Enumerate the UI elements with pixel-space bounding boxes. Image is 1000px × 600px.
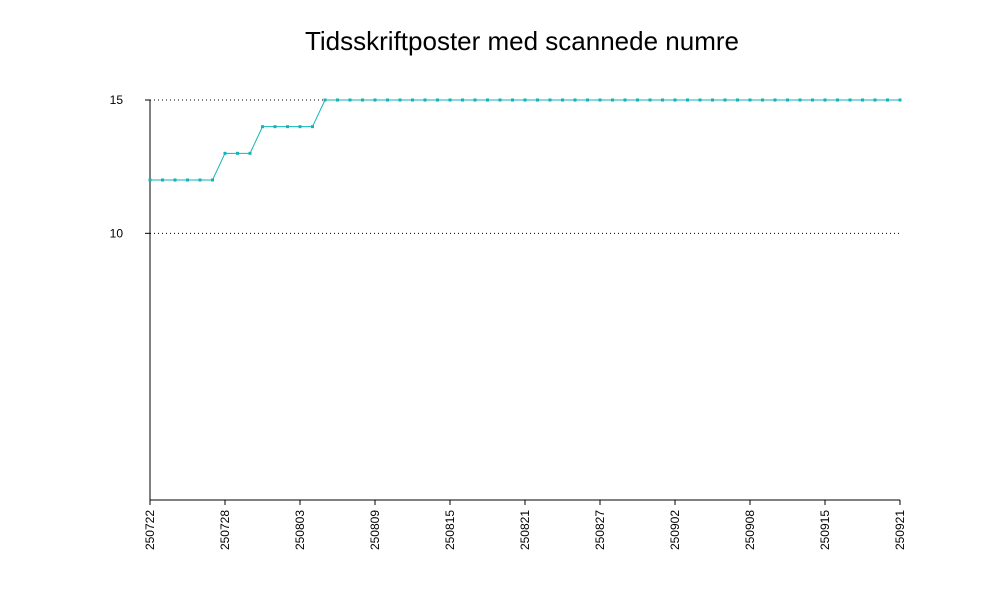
series-group xyxy=(148,98,902,182)
data-point xyxy=(173,178,177,182)
x-tick-label: 250827 xyxy=(593,510,607,550)
y-axis-ticks: 10 15 xyxy=(110,93,150,240)
data-point xyxy=(286,125,289,129)
data-point xyxy=(436,98,439,102)
data-point xyxy=(323,98,327,102)
data-point xyxy=(211,178,214,182)
x-tick-label: 250809 xyxy=(368,510,382,550)
data-point xyxy=(498,98,502,102)
data-point xyxy=(236,151,239,155)
data-point xyxy=(711,98,714,102)
data-point xyxy=(373,98,377,102)
data-point xyxy=(598,98,602,102)
data-point xyxy=(448,98,452,102)
data-point xyxy=(461,98,464,102)
data-point xyxy=(636,98,639,102)
data-point xyxy=(611,98,614,102)
data-point xyxy=(361,98,364,102)
data-point xyxy=(798,98,802,102)
data-point xyxy=(786,98,789,102)
data-point xyxy=(311,125,314,129)
data-point xyxy=(648,98,652,102)
data-point xyxy=(736,98,739,102)
data-point xyxy=(748,98,752,102)
data-point xyxy=(386,98,389,102)
x-tick-label: 250821 xyxy=(518,510,532,550)
data-point xyxy=(273,125,277,129)
data-point xyxy=(836,98,839,102)
data-point xyxy=(186,178,189,182)
data-point xyxy=(348,98,352,102)
x-tick-label: 250908 xyxy=(743,510,757,550)
data-point xyxy=(161,178,164,182)
data-point xyxy=(486,98,489,102)
data-point xyxy=(148,178,152,182)
x-tick-label: 250815 xyxy=(443,510,457,550)
data-point xyxy=(811,98,814,102)
data-point xyxy=(686,98,689,102)
x-tick-label: 250902 xyxy=(668,510,682,550)
data-point xyxy=(773,98,777,102)
data-point xyxy=(548,98,552,102)
data-point xyxy=(898,98,902,102)
x-axis-ticks: 250722 250728 250803 250809 250815 250821 2508… xyxy=(143,500,907,550)
x-tick-label: 250921 xyxy=(893,510,907,550)
data-point xyxy=(248,151,252,155)
data-point xyxy=(511,98,514,102)
grid-lines xyxy=(150,99,900,234)
data-point xyxy=(336,98,339,102)
chart-title: Tidsskriftposter med scannede numre xyxy=(305,26,739,56)
data-point xyxy=(398,98,402,102)
y-tick-label: 10 xyxy=(110,226,124,240)
x-tick-label: 250915 xyxy=(818,510,832,550)
x-tick-label: 250728 xyxy=(218,510,232,550)
data-point xyxy=(573,98,577,102)
data-point xyxy=(298,125,302,129)
data-point xyxy=(698,98,702,102)
data-point xyxy=(536,98,539,102)
data-point xyxy=(586,98,589,102)
data-point xyxy=(223,151,227,155)
data-point xyxy=(423,98,427,102)
data-point xyxy=(823,98,827,102)
x-tick-label: 250722 xyxy=(143,510,157,550)
y-tick-label: 15 xyxy=(110,93,124,107)
data-point xyxy=(411,98,414,102)
data-point xyxy=(198,178,202,182)
data-point xyxy=(673,98,677,102)
data-point xyxy=(661,98,664,102)
data-point xyxy=(723,98,727,102)
data-point xyxy=(886,98,889,102)
data-point xyxy=(523,98,527,102)
data-point xyxy=(473,98,477,102)
data-point xyxy=(623,98,627,102)
data-point xyxy=(561,98,564,102)
data-point xyxy=(848,98,852,102)
x-tick-label: 250803 xyxy=(293,510,307,550)
data-point xyxy=(261,125,264,129)
data-point xyxy=(861,98,864,102)
data-point xyxy=(873,98,877,102)
data-point xyxy=(761,98,764,102)
series-line xyxy=(150,99,900,181)
